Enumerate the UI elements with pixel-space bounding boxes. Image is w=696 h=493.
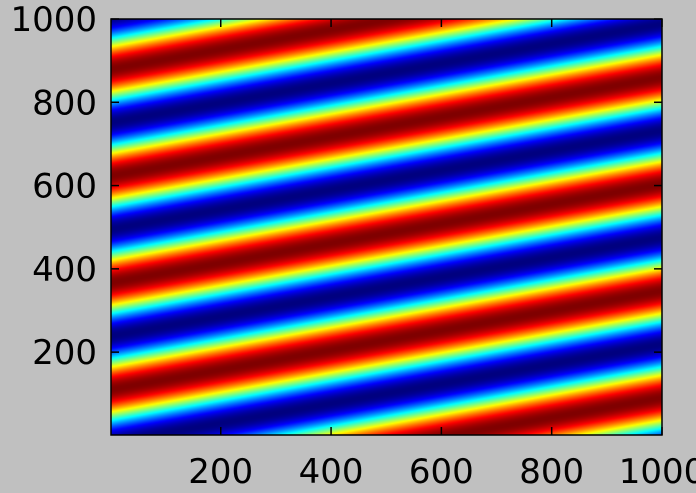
heatmap-image [111,19,662,435]
x-tick-label: 200 [188,452,253,492]
y-tick-label: 600 [32,167,97,207]
x-tick-label: 600 [409,452,474,492]
x-tick-label: 400 [299,452,364,492]
plot-box [110,18,663,436]
x-tick-label: 800 [519,452,584,492]
y-tick-label: 200 [32,333,97,373]
x-tick-label: 1000 [619,452,696,492]
y-tick-label: 1000 [10,0,97,40]
y-tick-label: 400 [32,250,97,290]
y-tick-label: 800 [32,83,97,123]
